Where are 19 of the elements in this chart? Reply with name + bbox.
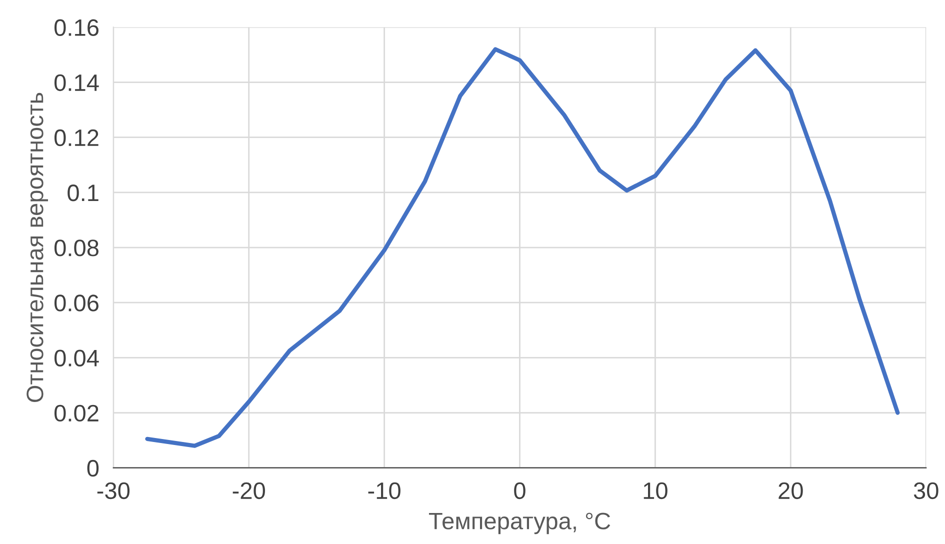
x-tick-label: 10 xyxy=(644,482,668,500)
y-tick-label: 0.1 xyxy=(68,184,98,202)
x-tick-label: -30 xyxy=(97,482,130,500)
x-tick-label: 0 xyxy=(514,482,526,500)
y-tick-label: 0.12 xyxy=(54,129,98,146)
x-tick-label: 20 xyxy=(778,482,803,500)
y-tick-label: 0.06 xyxy=(54,294,98,312)
y-tick-label: 0 xyxy=(87,460,99,477)
y-tick-label: 0.04 xyxy=(54,350,99,366)
x-tick-label: 30 xyxy=(914,482,938,500)
y-tick-label: 0.08 xyxy=(54,240,98,256)
x-tick-label: -10 xyxy=(368,482,400,500)
line-series xyxy=(145,47,900,448)
x-tick-label: -20 xyxy=(232,482,265,500)
y-tick-label: 0.16 xyxy=(54,19,98,36)
y-tick-label: 0.02 xyxy=(54,404,98,422)
y-tick-label: 0.14 xyxy=(54,74,99,92)
y-axis-title: Относительная вероятность xyxy=(26,92,48,402)
x-axis-title: Температура, °C xyxy=(428,512,610,534)
